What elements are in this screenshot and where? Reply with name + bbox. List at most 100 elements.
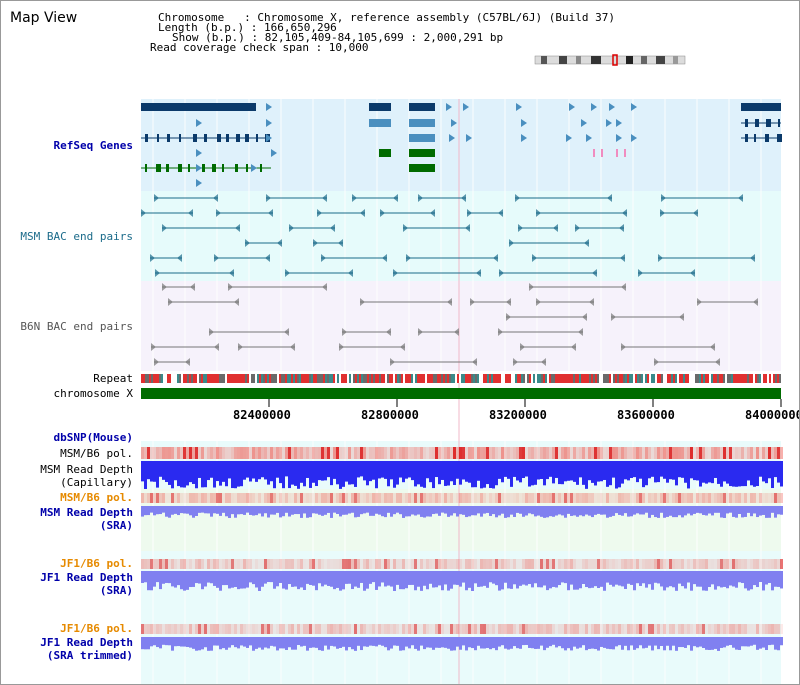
repeat-element xyxy=(553,374,555,383)
read-depth-bar xyxy=(207,637,210,651)
polymorphism-cell xyxy=(273,624,276,634)
read-depth-bar xyxy=(183,461,186,488)
polymorphism-cell xyxy=(741,493,744,503)
repeat-element xyxy=(343,374,345,383)
read-depth-bar xyxy=(675,637,678,651)
read-depth-bar xyxy=(747,637,750,647)
read-depth-bar xyxy=(753,506,756,514)
read-depth-bar xyxy=(657,461,660,483)
msm-bac-label[interactable]: MSM BAC end pairs xyxy=(20,230,133,243)
read-depth-bar xyxy=(669,637,672,651)
read-depth-bar xyxy=(165,571,168,583)
read-depth-bar xyxy=(486,461,489,485)
read-depth-bar xyxy=(336,637,339,649)
read-depth-bar xyxy=(249,506,252,515)
polymorphism-cell xyxy=(363,559,366,569)
polymorphism-cell xyxy=(186,559,189,569)
read-depth-bar xyxy=(429,461,432,483)
b6n-bac-pair-end xyxy=(470,298,475,306)
read-depth-bar xyxy=(516,506,519,513)
read-depth-bar xyxy=(663,571,666,591)
read-depth-bar xyxy=(576,637,579,649)
msm-bac-pair-end xyxy=(619,224,624,232)
polymorphism-cell xyxy=(765,493,768,503)
repeat-element xyxy=(253,374,255,383)
read-depth-bar xyxy=(267,461,270,485)
read-depth-bar xyxy=(456,461,459,479)
polymorphism-cell xyxy=(408,559,411,569)
polymorphism-cell xyxy=(753,447,756,459)
chromosome-ideogram[interactable] xyxy=(531,53,697,67)
polymorphism-cell xyxy=(195,559,198,569)
read-depth-bar xyxy=(741,506,744,518)
read-depth-bar xyxy=(765,461,768,484)
polymorphism-cell xyxy=(510,493,513,503)
repeat-element xyxy=(315,374,317,383)
repeat-element xyxy=(393,374,395,383)
polymorphism-cell xyxy=(168,447,171,459)
polymorphism-cell xyxy=(291,493,294,503)
msm-bac-pair-end xyxy=(322,194,327,202)
polymorphism-cell xyxy=(465,493,468,503)
repeat-element xyxy=(387,374,389,383)
read-depth-bar xyxy=(711,571,714,585)
refseq-genes-label[interactable]: RefSeq Genes xyxy=(53,139,133,152)
polymorphism-cell xyxy=(666,493,669,503)
read-depth-bar xyxy=(333,637,336,647)
polymorphism-cell xyxy=(165,559,168,569)
polymorphism-cell xyxy=(756,559,759,569)
read-depth-bar xyxy=(492,506,495,515)
polymorphism-cell xyxy=(543,559,546,569)
read-depth-bar xyxy=(522,506,525,517)
polymorphism-cell xyxy=(474,559,477,569)
polymorphism-cell xyxy=(141,447,144,459)
read-depth-bar xyxy=(162,506,165,513)
read-depth-bar xyxy=(654,506,657,518)
polymorphism-cell xyxy=(624,624,627,634)
read-depth-bar xyxy=(567,506,570,514)
b6n-bac-pair-end xyxy=(214,343,219,351)
polymorphism-cell xyxy=(243,493,246,503)
read-depth-bar xyxy=(279,461,282,484)
polymorphism-cell xyxy=(285,624,288,634)
read-depth-bar xyxy=(360,637,363,651)
repeat-element xyxy=(429,374,431,383)
read-depth-bar xyxy=(378,461,381,479)
read-depth-bar xyxy=(771,506,774,513)
axis-tick-label: 82800000 xyxy=(361,408,419,422)
read-depth-bar xyxy=(558,506,561,515)
read-depth-bar xyxy=(453,461,456,486)
msm-bac-pair-end xyxy=(403,224,408,232)
read-depth-bar xyxy=(234,637,237,648)
repeat-element xyxy=(501,374,503,383)
gene-arrow xyxy=(521,134,527,142)
b6n-bac-label[interactable]: B6N BAC end pairs xyxy=(20,320,133,333)
read-depth-bar xyxy=(360,571,363,583)
read-depth-bar xyxy=(648,637,651,646)
polymorphism-cell xyxy=(633,493,636,503)
b6n-bac-pair-end xyxy=(454,328,459,336)
repeat-element xyxy=(495,374,497,383)
polymorphism-cell xyxy=(579,559,582,569)
b6n-bac-pair-end xyxy=(154,358,159,366)
polymorphism-cell xyxy=(627,493,630,503)
b6n-bac-pair-end xyxy=(290,343,295,351)
polymorphism-cell xyxy=(594,624,597,634)
read-depth-bar xyxy=(510,506,513,515)
read-depth-bar xyxy=(183,506,186,514)
polymorphism-cell xyxy=(471,559,474,569)
read-depth-bar xyxy=(342,506,345,515)
dbsnp-label[interactable]: dbSNP(Mouse) xyxy=(53,431,133,444)
polymorphism-cell xyxy=(507,559,510,569)
read-depth-bar xyxy=(426,506,429,517)
polymorphism-cell xyxy=(618,559,621,569)
polymorphism-cell xyxy=(336,447,339,459)
repeat-element xyxy=(227,374,229,383)
polymorphism-cell xyxy=(330,493,333,503)
polymorphism-cell xyxy=(411,624,414,634)
polymorphism-cell xyxy=(189,624,192,634)
read-depth-bar xyxy=(594,506,597,515)
polymorphism-cell xyxy=(378,447,381,459)
repeat-element xyxy=(255,374,257,383)
